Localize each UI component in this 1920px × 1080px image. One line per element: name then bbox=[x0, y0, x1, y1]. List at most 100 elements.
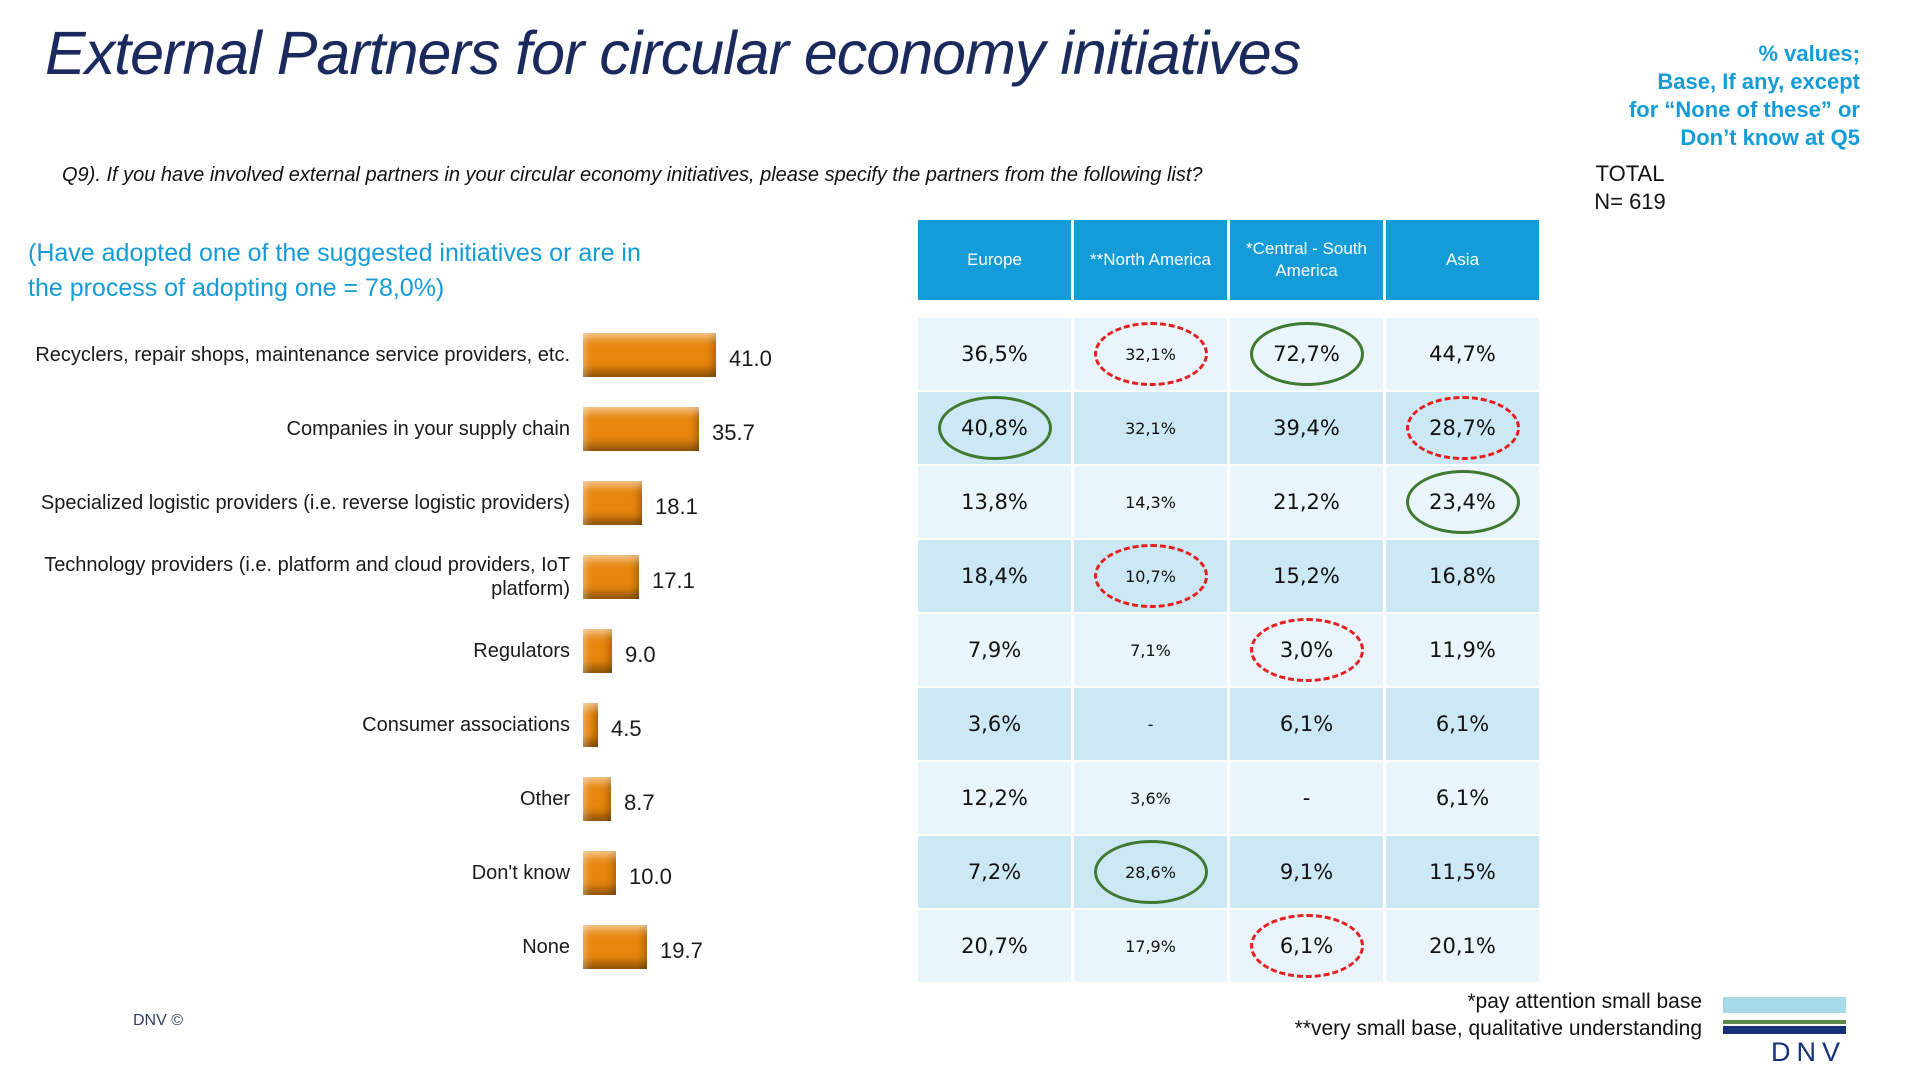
cell-value: 20,7% bbox=[961, 934, 1028, 958]
table-cell: 21,2% bbox=[1230, 466, 1383, 538]
cell-value: 7,2% bbox=[967, 860, 1022, 884]
note-line-4: Don’t know at Q5 bbox=[1680, 124, 1860, 150]
table-cell: 10,7% bbox=[1074, 540, 1227, 612]
regions-table-body: 36,5% 32,1% 72,7% 44,7% 40,8% 32,1% 39,4% 28,7%… bbox=[918, 318, 1539, 982]
chart-row: Specialized logistic providers (i.e. rev… bbox=[10, 466, 870, 540]
bar-zone: 19.7 bbox=[583, 925, 703, 969]
cell-value: 20,1% bbox=[1429, 934, 1496, 958]
table-cell: 28,7% bbox=[1386, 392, 1539, 464]
note-line-1: % values; bbox=[1758, 41, 1861, 66]
cell-value: 6,1% bbox=[1435, 786, 1490, 810]
logo-stripe-lightblue-icon bbox=[1723, 997, 1846, 1013]
bar-zone: 10.0 bbox=[583, 851, 672, 895]
dnv-logo: DNV bbox=[1723, 997, 1846, 1068]
footnote-2: **very small base, qualitative understan… bbox=[1294, 1017, 1702, 1041]
bar bbox=[583, 851, 616, 895]
cell-value: 40,8% bbox=[961, 416, 1028, 440]
category-label: Other bbox=[519, 788, 570, 810]
category-label: Recyclers, repair shops, maintenance ser… bbox=[35, 344, 570, 366]
bar-zone: 9.0 bbox=[583, 629, 656, 673]
cell-value: 11,9% bbox=[1429, 638, 1496, 662]
category-label: Don't know bbox=[471, 862, 570, 884]
bar-zone: 4.5 bbox=[583, 703, 642, 747]
logo-stripe-green-icon bbox=[1723, 1020, 1846, 1024]
note-line-2: Base, If any, except bbox=[1657, 68, 1860, 94]
bar-value-label: 10.0 bbox=[629, 864, 672, 889]
bar-value-label: 9.0 bbox=[625, 642, 656, 667]
question-text: Q9). If you have involved external partn… bbox=[62, 164, 1203, 186]
chart-row: None 19.7 bbox=[10, 910, 870, 984]
subtitle-line-2: the process of adopting one = 78,0%) bbox=[28, 274, 445, 302]
table-cell: 14,3% bbox=[1074, 466, 1227, 538]
table-cell: - bbox=[1074, 688, 1227, 760]
category-label: Companies in your supply chain bbox=[286, 418, 571, 440]
cell-value: 14,3% bbox=[1125, 492, 1176, 512]
category-label: Consumer associations bbox=[362, 714, 570, 736]
table-cell: 6,1% bbox=[1230, 688, 1383, 760]
table-cell: 12,2% bbox=[918, 762, 1071, 834]
cell-value: 72,7% bbox=[1273, 342, 1340, 366]
table-cell: 6,1% bbox=[1386, 688, 1539, 760]
bar-value-label: 18.1 bbox=[655, 494, 698, 519]
logo-stripe-navy-icon bbox=[1723, 1026, 1846, 1034]
table-cell: 28,6% bbox=[1074, 836, 1227, 908]
bar bbox=[583, 333, 716, 377]
cell-value: - bbox=[1302, 786, 1311, 810]
table-cell: 23,4% bbox=[1386, 466, 1539, 538]
cell-value: 15,2% bbox=[1273, 564, 1340, 588]
bar-value-label: 41.0 bbox=[729, 346, 772, 371]
chart-row: Recyclers, repair shops, maintenance ser… bbox=[10, 318, 870, 392]
table-cell: 11,5% bbox=[1386, 836, 1539, 908]
bar-value-label: 35.7 bbox=[712, 420, 755, 445]
total-label: TOTAL bbox=[1595, 161, 1665, 186]
bar bbox=[583, 407, 699, 451]
table-cell: 3,6% bbox=[1074, 762, 1227, 834]
cell-value: 6,1% bbox=[1279, 712, 1334, 736]
table-cell: 16,8% bbox=[1386, 540, 1539, 612]
cell-value: 39,4% bbox=[1273, 416, 1340, 440]
logo-wordmark: DNV bbox=[1770, 1037, 1846, 1067]
table-cell: 72,7% bbox=[1230, 318, 1383, 390]
table-cell: 40,8% bbox=[918, 392, 1071, 464]
top-right-note: % values; Base, If any, except for “None… bbox=[1629, 40, 1860, 152]
category-label: Regulators bbox=[473, 640, 570, 662]
table-cell: 32,1% bbox=[1074, 392, 1227, 464]
table-cell: 7,2% bbox=[918, 836, 1071, 908]
table-cell: 36,5% bbox=[918, 318, 1071, 390]
bar bbox=[583, 555, 639, 599]
table-cell: 15,2% bbox=[1230, 540, 1383, 612]
cell-value: 9,1% bbox=[1279, 860, 1334, 884]
chart-row: Don't know 10.0 bbox=[10, 836, 870, 910]
footnote-1: *pay attention small base bbox=[1467, 990, 1702, 1013]
cell-value: 13,8% bbox=[961, 490, 1028, 514]
bar-value-label: 4.5 bbox=[611, 716, 642, 741]
cell-value: 11,5% bbox=[1429, 860, 1496, 884]
bar-zone: 41.0 bbox=[583, 333, 772, 377]
cell-value: 21,2% bbox=[1273, 490, 1340, 514]
table-cell: 20,7% bbox=[918, 910, 1071, 982]
cell-value: 36,5% bbox=[961, 342, 1028, 366]
table-cell: 13,8% bbox=[918, 466, 1071, 538]
cell-value: 23,4% bbox=[1429, 490, 1496, 514]
note-line-3: for “None of these” or bbox=[1628, 96, 1860, 122]
cell-value: - bbox=[1147, 714, 1154, 734]
table-cell: - bbox=[1230, 762, 1383, 834]
bar-zone: 8.7 bbox=[583, 777, 655, 821]
table-cell: 20,1% bbox=[1386, 910, 1539, 982]
table-cell: 7,9% bbox=[918, 614, 1071, 686]
chart-row: Companies in your supply chain 35.7 bbox=[10, 392, 870, 466]
table-cell: 32,1% bbox=[1074, 318, 1227, 390]
table-header-cell: *Central - South America bbox=[1230, 220, 1383, 300]
category-label: Technology providers (i.e. platform and … bbox=[44, 554, 570, 600]
table-cell: 18,4% bbox=[918, 540, 1071, 612]
cell-value: 16,8% bbox=[1429, 564, 1496, 588]
table-cell: 9,1% bbox=[1230, 836, 1383, 908]
table-header-cell: **North America bbox=[1074, 220, 1227, 300]
bar bbox=[583, 925, 647, 969]
chart-row: Other 8.7 bbox=[10, 762, 870, 836]
bar bbox=[583, 481, 642, 525]
cell-value: 28,6% bbox=[1125, 862, 1176, 882]
cell-value: 17,9% bbox=[1125, 936, 1176, 956]
subtitle-line-1: (Have adopted one of the suggested initi… bbox=[28, 239, 641, 267]
